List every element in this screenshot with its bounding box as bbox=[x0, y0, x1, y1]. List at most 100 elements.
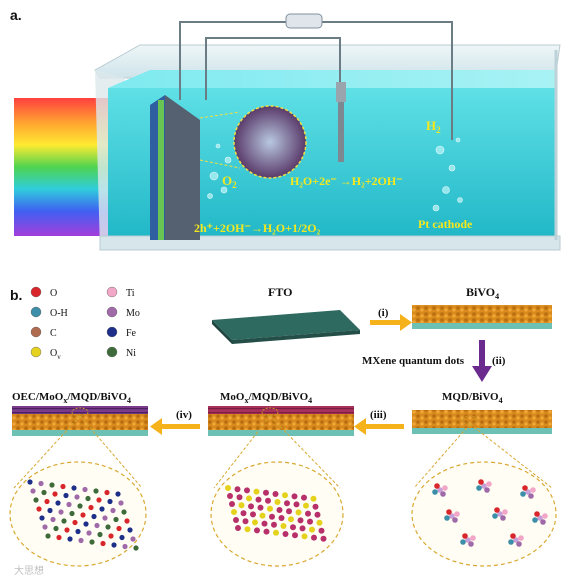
oec-atom bbox=[93, 488, 99, 494]
oec-atom bbox=[42, 524, 48, 530]
oec-atom bbox=[52, 491, 58, 497]
oec-atom bbox=[91, 513, 97, 520]
mqd-atom bbox=[449, 513, 455, 519]
mqd-atom bbox=[516, 541, 522, 547]
moox-atom bbox=[297, 517, 304, 524]
legend-label-6: Ov bbox=[50, 348, 61, 361]
moox-atom bbox=[309, 526, 315, 533]
moox-atom bbox=[292, 532, 298, 539]
moox-atom bbox=[257, 504, 264, 511]
moox-atom bbox=[301, 533, 308, 540]
oec-atom bbox=[107, 498, 113, 505]
moox-atom bbox=[259, 512, 266, 519]
legend-swatch-0 bbox=[30, 286, 42, 298]
step-ii-label: (ii) bbox=[492, 355, 506, 367]
mqd-atom bbox=[534, 511, 540, 517]
moox-atom bbox=[286, 508, 292, 515]
h2-bubbles bbox=[432, 137, 463, 212]
oec-atom bbox=[78, 537, 84, 544]
moox-atom bbox=[311, 534, 317, 541]
legend-swatch-3 bbox=[106, 306, 118, 318]
mqd-atom bbox=[510, 533, 516, 539]
moox-atom bbox=[227, 493, 233, 499]
mqd-atom bbox=[492, 513, 498, 519]
oec-atom bbox=[118, 500, 124, 506]
mqd-clusters bbox=[432, 479, 548, 547]
o2-label: O2 bbox=[222, 173, 237, 190]
moox-atom bbox=[293, 501, 300, 508]
mqd-atom bbox=[500, 515, 506, 521]
mqd-atom bbox=[522, 485, 528, 491]
oec-atom bbox=[45, 533, 51, 539]
moox-atom bbox=[312, 503, 319, 510]
moox-atom bbox=[282, 531, 289, 537]
oec-atom bbox=[105, 524, 111, 530]
external-circuit bbox=[179, 21, 453, 140]
oec-atom bbox=[122, 543, 128, 550]
moox-atom bbox=[253, 488, 260, 495]
legend-label-2: O-H bbox=[50, 308, 68, 319]
oec-atom bbox=[53, 525, 59, 532]
legend-swatch-2 bbox=[30, 306, 42, 318]
oec-atom bbox=[111, 542, 117, 548]
moox-atom bbox=[240, 510, 247, 517]
atom-legend: O Ti O-H Mo C Fe Ov Ni bbox=[30, 286, 140, 361]
legend-label-0: O bbox=[50, 288, 57, 299]
oec-atom bbox=[119, 534, 125, 541]
mxene-label: MXene quantum dots bbox=[362, 355, 465, 367]
mqd-atom bbox=[434, 483, 440, 489]
oec-atom bbox=[27, 479, 33, 485]
oec-atom bbox=[124, 518, 130, 524]
mqd-atom bbox=[502, 509, 508, 515]
pt-cathode-rod bbox=[336, 82, 346, 162]
oec-atom bbox=[80, 512, 86, 518]
oec-atom bbox=[85, 495, 91, 502]
panel-b-letter: b. bbox=[10, 287, 22, 303]
oec-lattice bbox=[27, 479, 139, 551]
oec-atom bbox=[104, 489, 110, 496]
oec-atom bbox=[97, 531, 103, 538]
oec-atom bbox=[100, 540, 106, 547]
oec-atom bbox=[49, 482, 55, 488]
zoom-inset bbox=[199, 105, 307, 179]
mqd-atom bbox=[465, 537, 471, 543]
moox-atom bbox=[244, 487, 250, 494]
moox-atom bbox=[234, 486, 241, 493]
oec-atom bbox=[86, 530, 92, 536]
moox-atom bbox=[276, 507, 283, 513]
mqd-atom bbox=[442, 485, 448, 491]
oec-atom bbox=[133, 545, 139, 551]
moox-atom bbox=[295, 509, 302, 516]
step-iii-arrow bbox=[354, 418, 404, 435]
moox-atom bbox=[263, 489, 269, 496]
oec-atom bbox=[116, 525, 122, 532]
watermark: 大思想 bbox=[14, 564, 44, 577]
mqd-atom bbox=[540, 519, 546, 525]
stage-mqd-bivo4-label: MQD/BiVO4 bbox=[442, 391, 503, 405]
oec-atom bbox=[71, 485, 77, 491]
mqd-atom bbox=[440, 491, 446, 497]
oec-atom bbox=[77, 503, 83, 509]
moox-atom bbox=[267, 505, 273, 512]
moox-atom bbox=[305, 510, 311, 517]
moox-atom bbox=[252, 519, 258, 526]
oec-atom bbox=[108, 533, 114, 539]
moox-atom bbox=[254, 527, 260, 534]
moox-atom bbox=[265, 497, 271, 504]
oec-atom bbox=[39, 515, 45, 521]
mqd-atom bbox=[537, 515, 543, 521]
stage-fto-label: FTO bbox=[268, 285, 292, 299]
moox-atom bbox=[303, 502, 309, 509]
mqd-atom bbox=[468, 541, 474, 547]
oec-atom bbox=[47, 507, 53, 514]
moox-atom bbox=[233, 517, 239, 523]
oec-atom bbox=[69, 510, 75, 517]
legend-swatch-7 bbox=[106, 346, 118, 358]
oec-atom bbox=[88, 504, 94, 511]
oec-atom bbox=[110, 507, 116, 514]
oec-atom bbox=[82, 486, 88, 493]
legend-swatch-4 bbox=[30, 326, 42, 338]
moox-atom bbox=[273, 529, 279, 536]
moox-atom bbox=[255, 496, 262, 503]
oec-atom bbox=[61, 518, 67, 524]
